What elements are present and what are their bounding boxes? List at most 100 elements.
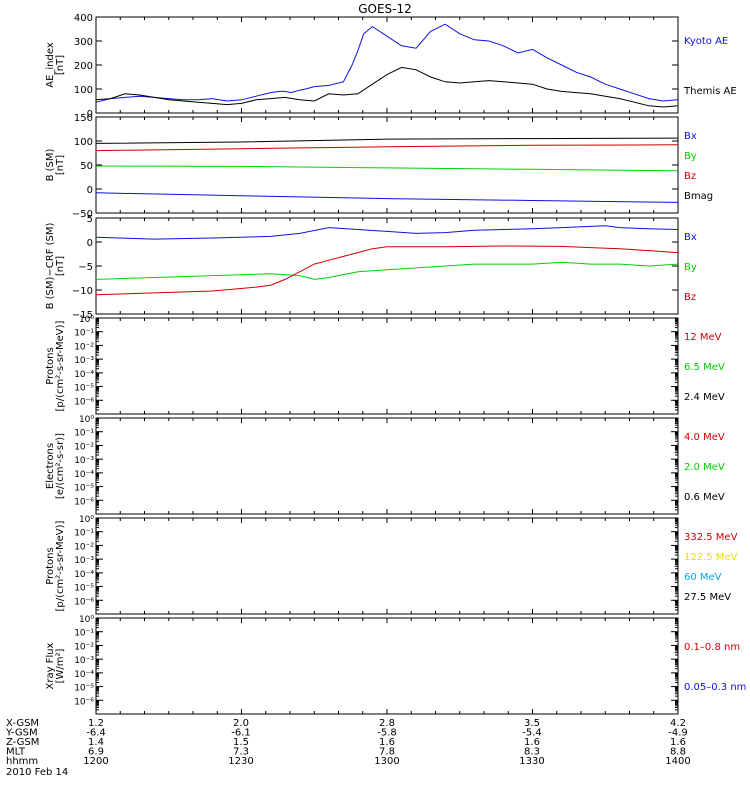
y-tick-label: 200 [74, 61, 93, 72]
y-tick-label: 10⁻¹ [74, 629, 94, 639]
legend-entry: 2.4 MeV [684, 392, 725, 403]
x-axis-value: -6.4 [86, 728, 106, 739]
chart-title: GOES-12 [358, 2, 412, 16]
panel-4: Protons[p/(cm²-s-sr-MeV)] 10⁰ 10⁻¹ 10⁻² 10⁻³… [45, 315, 725, 415]
y-tick-label: 10⁰ [79, 415, 94, 425]
y-axis-label: B (SM)−CRF (SM)[nT] [45, 222, 66, 309]
y-tick-label: 10⁻¹ [74, 429, 94, 439]
panel-1: AE_index[nT] 0 100 200 300 400 Kyoto AE Themis … [45, 13, 737, 120]
y-tick-label: −5 [78, 262, 93, 273]
legend-entry: Bz [684, 292, 696, 303]
legend-entry: 27.5 MeV [684, 592, 731, 603]
y-tick-label: 10⁻³ [74, 356, 94, 366]
y-tick-label: 10⁻³ [74, 456, 94, 466]
x-axis-value: 2.8 [379, 718, 395, 729]
y-tick-label: 10⁰ [79, 615, 94, 625]
y-axis-label: Xray Flux[W/m²] [45, 642, 66, 689]
panel-frame [95, 317, 679, 415]
y-tick-label: 150 [74, 113, 93, 124]
legend-entry: 0.05–0.3 nm [684, 682, 746, 693]
date-label: 2010 Feb 14 [6, 767, 68, 778]
y-axis-label: B (SM)[nT] [45, 148, 66, 181]
y-tick-label: 10⁻³ [74, 656, 94, 666]
panel-3: B (SM)−CRF (SM)[nT] −15 −10 −5 0 5 Bx By Bz [45, 214, 697, 321]
legend-entry: 6.5 MeV [684, 362, 725, 373]
x-axis-value: 2.0 [233, 718, 249, 729]
x-axis-value: 1.6 [379, 737, 395, 748]
y-axis-label: Electrons[e/(cm²-s-sr)] [45, 433, 66, 499]
y-tick-label: 10⁻¹ [74, 529, 94, 539]
panel-2: B (SM)[nT] −50 0 50 100 150 Bx By Bz Bmag [45, 113, 713, 220]
y-tick-label: 400 [74, 13, 93, 24]
y-axis-label: Protons[p/(cm²-s-sr-MeV)] [45, 520, 66, 611]
y-tick-label: 10⁻² [74, 642, 94, 652]
series-line-bz [95, 144, 679, 152]
x-axis-row-label: Y-GSM [5, 728, 38, 739]
legend-entry: 0.6 MeV [684, 492, 725, 503]
legend-entry: 60 MeV [684, 572, 722, 583]
x-axis-value: 1.5 [233, 737, 249, 748]
y-tick-label: 50 [80, 161, 93, 172]
y-tick-label: 10⁻² [74, 342, 94, 352]
y-tick-label: 10⁻² [74, 442, 94, 452]
x-axis-value: 8.3 [524, 747, 540, 758]
y-tick-label: 10⁻⁵ [74, 684, 94, 694]
y-tick-label: 10⁻⁴ [74, 470, 94, 480]
y-tick-label: 10⁻⁵ [74, 384, 94, 394]
panel-6: Protons[p/(cm²-s-sr-MeV)] 10⁰ 10⁻¹ 10⁻² 10⁻³… [45, 515, 738, 615]
x-axis-row-label: X-GSM [6, 718, 39, 729]
x-axis-value: 7.3 [233, 747, 249, 758]
panel-frame [95, 417, 679, 515]
y-tick-label: 10⁻⁵ [74, 584, 94, 594]
y-axis-label-line: [nT] [55, 155, 66, 175]
y-axis-label-line: [p/(cm²-s-sr-MeV)] [55, 520, 66, 611]
series-line-bz [95, 245, 679, 296]
y-axis-label-line: Electrons [45, 443, 56, 489]
y-axis-label-line: B (SM)−CRF (SM) [45, 222, 56, 309]
x-axis-row-label: Z-GSM [6, 737, 39, 748]
y-axis-label-line: [p/(cm²-s-sr-MeV)] [55, 320, 66, 411]
y-tick-label: 10⁻⁴ [74, 570, 94, 580]
y-tick-label: −15 [72, 310, 93, 321]
y-tick-label: −10 [72, 286, 93, 297]
y-axis-label-line: [e/(cm²-s-sr)] [55, 433, 66, 499]
x-axis-value: 6.9 [88, 747, 104, 758]
x-axis-value: 1200 [83, 756, 108, 767]
series-line-by [95, 261, 679, 280]
x-axis-value: 1330 [519, 756, 544, 767]
y-axis-label-line: Protons [45, 347, 56, 384]
x-axis-value: 3.5 [524, 718, 540, 729]
y-tick-label: 10⁰ [79, 315, 94, 325]
y-axis-label-line: Xray Flux [45, 642, 56, 689]
y-tick-label: 100 [74, 85, 93, 96]
y-tick-label: 10⁻⁴ [74, 670, 94, 680]
x-axis-value: 4.2 [670, 718, 686, 729]
x-axis-value: -6.1 [231, 728, 251, 739]
y-axis-label-line: [nT] [55, 55, 66, 75]
series-line-themis-ae [95, 66, 679, 108]
legend-entry: 12 MeV [684, 332, 722, 343]
y-tick-label: 10⁻⁵ [74, 484, 94, 494]
y-tick-label: 10⁻⁶ [74, 497, 94, 507]
legend-entry: Bz [684, 171, 696, 182]
x-axis-value: -4.9 [668, 728, 688, 739]
y-tick-label: 300 [74, 37, 93, 48]
y-tick-label: 0 [87, 109, 93, 120]
x-axis-row-label: hhmm [6, 756, 38, 767]
y-axis-label-line: [nT] [55, 256, 66, 276]
legend-entry: Bmag [684, 191, 713, 202]
x-axis-value: 1230 [228, 756, 253, 767]
y-tick-label: 5 [87, 214, 93, 225]
panel-frame [95, 617, 679, 715]
series-line-bx [95, 192, 679, 203]
y-tick-label: 10⁻⁶ [74, 397, 94, 407]
legend-entry: Bx [684, 131, 697, 142]
x-axis-value: 1.6 [670, 737, 686, 748]
x-axis-value: 1.6 [524, 737, 540, 748]
x-axis-value: 8.8 [670, 747, 686, 758]
y-tick-label: 10⁻³ [74, 556, 94, 566]
legend-entry: 332.5 MeV [684, 532, 738, 543]
panel-frame [95, 16, 679, 114]
series-line-bx [95, 225, 679, 240]
